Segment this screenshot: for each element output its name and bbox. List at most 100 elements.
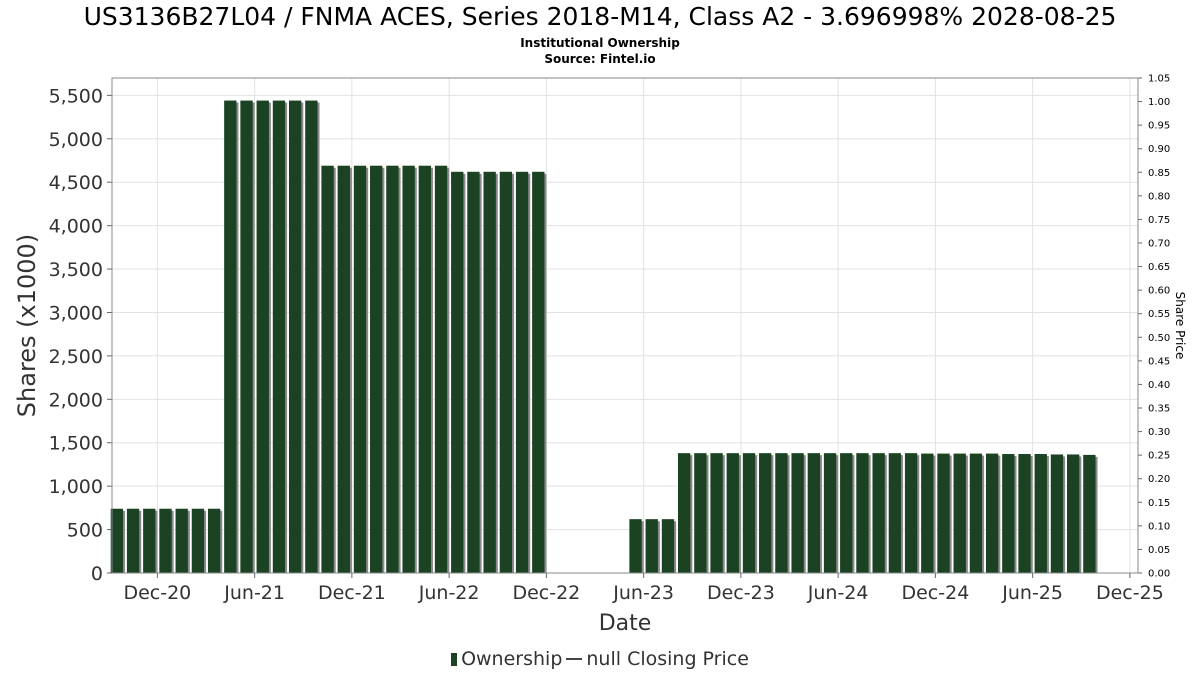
ownership-bar — [775, 453, 788, 573]
chart-source: Source: Fintel.io — [544, 52, 656, 66]
ownership-bar — [224, 100, 237, 573]
y2-tick-label: 0.85 — [1148, 168, 1170, 179]
ownership-bar — [451, 171, 464, 573]
y2-tick-label: 0.50 — [1148, 333, 1170, 344]
plot-frame — [111, 77, 1139, 574]
ownership-bar — [969, 453, 983, 573]
y2-tick-label: 0.15 — [1148, 498, 1170, 509]
ownership-bar — [1018, 454, 1031, 573]
ownership-bar — [661, 519, 675, 573]
ownership-bar — [872, 453, 885, 573]
ownership-bar — [370, 165, 383, 574]
y-tick-label: 1,000 — [49, 476, 103, 498]
y2-tick-label: 1.05 — [1148, 74, 1170, 85]
x-tick-label: Jun-23 — [612, 582, 674, 604]
ownership-bar — [921, 453, 934, 573]
ownership-bar — [402, 165, 415, 574]
ownership-bar — [532, 171, 545, 573]
ownership-bar — [1083, 454, 1096, 573]
ownership-bar — [499, 171, 513, 573]
x-tick-label: Dec-20 — [123, 582, 191, 604]
y2-tick-label: 0.30 — [1148, 427, 1170, 438]
y-axis-title: Shares (x1000) — [13, 234, 41, 417]
y2-tick-label: 1.00 — [1148, 97, 1170, 108]
ownership-bar — [840, 453, 853, 573]
y2-tick-label: 0.00 — [1148, 569, 1170, 580]
ownership-legend-swatch — [451, 653, 458, 666]
y2-tick-label: 0.90 — [1148, 144, 1170, 155]
ownership-bar — [856, 453, 869, 573]
ownership-bar — [483, 171, 496, 573]
x-tick-label: Jun-21 — [223, 582, 285, 604]
y2-tick-label: 0.05 — [1148, 545, 1170, 556]
ownership-bar — [353, 165, 367, 574]
y-tick-label: 2,500 — [49, 346, 103, 368]
ownership-bar — [1002, 454, 1015, 573]
ownership-bar — [175, 508, 188, 573]
ownership-bar — [742, 453, 756, 573]
ownership-bar — [272, 100, 286, 573]
ownership-bar — [418, 165, 431, 574]
ownership-bar — [434, 165, 448, 574]
ownership-bar — [1034, 454, 1047, 573]
ownership-bar — [1067, 454, 1080, 573]
y2-tick-label: 0.65 — [1148, 262, 1170, 273]
ownership-bar — [888, 453, 902, 573]
y-tick-label: 0 — [91, 563, 103, 585]
y2-tick-label: 0.60 — [1148, 286, 1170, 297]
ownership-bar — [256, 100, 269, 573]
x-axis-title: Date — [599, 611, 652, 636]
x-tick-label: Jun-24 — [807, 582, 869, 604]
ownership-bar — [791, 453, 804, 573]
chart-title: US3136B27L04 / FNMA ACES, Series 2018-M1… — [83, 2, 1117, 31]
legend-closing-price-label[interactable]: null Closing Price — [586, 648, 749, 670]
y2-tick-label: 0.40 — [1148, 380, 1170, 391]
ownership-bar — [1050, 454, 1064, 573]
ownership-bar — [645, 519, 658, 573]
ownership-bar — [904, 453, 918, 573]
ownership-bar — [985, 453, 999, 573]
chart-subtitle: Institutional Ownership — [520, 36, 680, 50]
y-tick-label: 1,500 — [49, 433, 103, 455]
x-tick-label: Dec-25 — [1096, 582, 1164, 604]
ownership-bar — [288, 100, 302, 573]
ownership-bar — [386, 165, 399, 574]
y-tick-label: 4,500 — [49, 172, 103, 194]
y2-tick-label: 0.10 — [1148, 521, 1170, 532]
y-tick-label: 4,000 — [49, 216, 103, 238]
y-tick-label: 5,500 — [49, 85, 103, 107]
x-tick-label: Jun-25 — [1001, 582, 1063, 604]
ownership-bar — [321, 165, 334, 574]
ownership-bar — [678, 453, 691, 573]
ownership-bar — [953, 453, 966, 573]
y-tick-label: 2,000 — [49, 389, 103, 411]
y2-tick-label: 0.75 — [1148, 215, 1170, 226]
ownership-bar — [710, 453, 723, 573]
ownership-bar — [337, 165, 350, 574]
y2-tick-label: 0.95 — [1148, 121, 1170, 132]
ownership-bar — [937, 453, 950, 573]
ownership-bar — [726, 453, 739, 573]
ownership-bar — [110, 508, 124, 573]
ownership-bar — [159, 508, 172, 573]
y2-tick-label: 0.25 — [1148, 451, 1170, 462]
ownership-bar — [823, 453, 837, 573]
x-tick-label: Dec-21 — [318, 582, 386, 604]
ownership-bar — [305, 100, 318, 573]
y2-tick-label: 0.55 — [1148, 309, 1170, 320]
x-tick-label: Dec-22 — [512, 582, 580, 604]
ownership-bar — [807, 453, 820, 573]
closing-price-legend-line — [566, 658, 583, 660]
ownership-bar — [515, 171, 529, 573]
y2-tick-label: 0.70 — [1148, 239, 1170, 250]
y2-tick-label: 0.35 — [1148, 404, 1170, 415]
y2-tick-label: 0.20 — [1148, 474, 1170, 485]
ownership-bar — [240, 100, 253, 573]
ownership-bar — [126, 508, 140, 573]
ownership-bar — [694, 453, 707, 573]
y-tick-label: 3,000 — [49, 302, 103, 324]
ownership-bar — [143, 508, 156, 573]
legend-ownership-label[interactable]: Ownership — [461, 648, 563, 670]
ownership-bar — [467, 171, 480, 573]
